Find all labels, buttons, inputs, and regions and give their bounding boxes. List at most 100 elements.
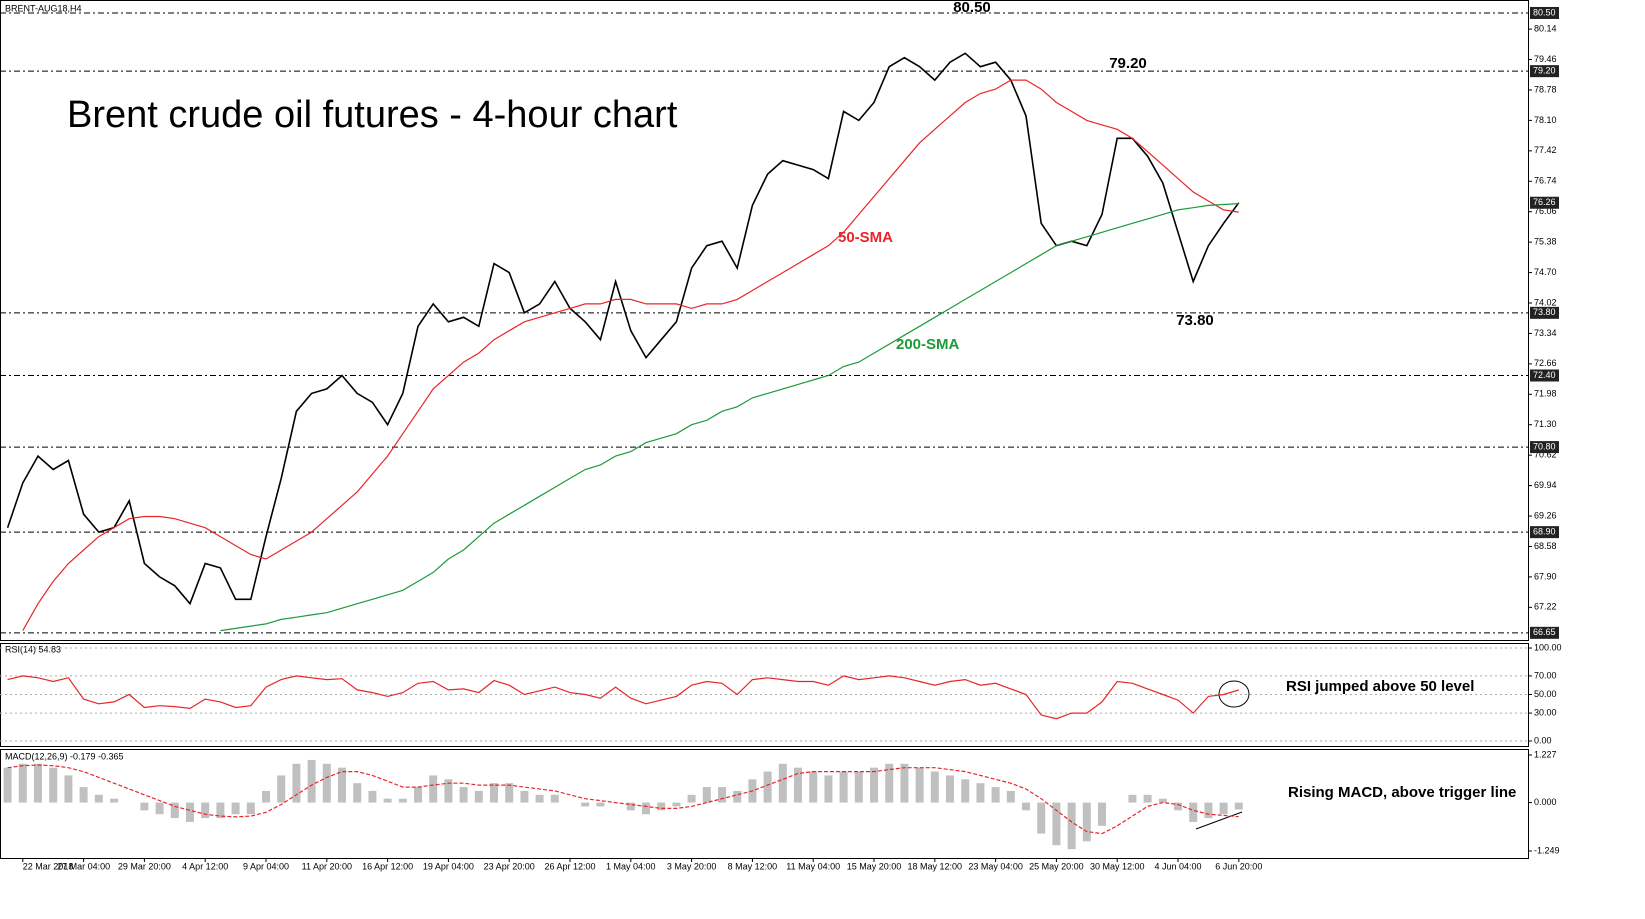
macd-bar (672, 802, 681, 807)
macd-bar (520, 790, 529, 803)
macd-bar (733, 790, 742, 803)
macd-bar (398, 798, 407, 803)
y-tick-label: 72.66 (1534, 358, 1557, 368)
macd-bar (1174, 802, 1183, 811)
macd-bar (110, 798, 119, 803)
macd-bar (368, 790, 377, 803)
macd-note: Rising MACD, above trigger line (1288, 784, 1516, 801)
y-tick-label: 76.06 (1534, 206, 1557, 216)
macd-trendline (1195, 811, 1243, 830)
macd-bar (1098, 802, 1107, 826)
macd-bar (1234, 802, 1243, 810)
y-tick-label: 69.94 (1534, 480, 1557, 490)
macd-bar (49, 767, 58, 803)
y-tick-label: 78.78 (1534, 84, 1557, 94)
macd-bar (900, 763, 909, 803)
macd-bar (870, 767, 879, 803)
macd-bar (201, 802, 210, 819)
macd-bar (778, 763, 787, 803)
macd-bar (414, 787, 423, 803)
macd-bar (1128, 794, 1137, 803)
macd-bar (64, 775, 73, 803)
rsi-title: RSI(14) 54.83 (5, 644, 61, 654)
y-tick-label: 0.00 (1534, 735, 1552, 745)
macd-bar (657, 802, 666, 811)
macd-bar (1158, 798, 1167, 803)
macd-bar (79, 787, 88, 803)
level-label: 73.80 (1533, 307, 1556, 317)
level-box (1530, 6, 1559, 19)
macd-bar (140, 802, 149, 811)
macd-title: MACD(12,26,9) -0.179 -0.365 (5, 751, 124, 761)
x-tick-label: 11 May 04:00 (786, 861, 840, 871)
y-tick-label: 78.10 (1534, 115, 1557, 125)
series-line (7, 675, 1239, 720)
macd-bar (1189, 802, 1198, 822)
price-box (1530, 196, 1559, 209)
macd-bar (991, 787, 1000, 803)
y-tick-label: 79.46 (1534, 54, 1557, 64)
level-box (1530, 526, 1559, 539)
x-tick-label: 29 Mar 20:00 (118, 861, 171, 871)
macd-bar (277, 775, 286, 803)
macd-bar (839, 771, 848, 803)
macd-panel (0, 749, 1529, 859)
y-tick-label: 67.22 (1534, 602, 1557, 612)
macd-bar (338, 767, 347, 803)
y-tick-label: 71.98 (1534, 389, 1557, 399)
x-tick-label: 23 May 04:00 (968, 861, 1023, 871)
level-label: 68.90 (1533, 527, 1556, 537)
macd-bar (535, 794, 544, 803)
symbol-label: BRENT-AUG18,H4 (5, 3, 82, 13)
macd-bar (353, 783, 362, 803)
level-box (1530, 441, 1559, 454)
series-label: 200-SMA (896, 336, 960, 353)
macd-bar (1006, 790, 1015, 803)
x-tick-label: 9 Apr 04:00 (243, 861, 289, 871)
macd-bar (626, 802, 635, 811)
macd-bar (763, 771, 772, 803)
y-tick-label: 100.00 (1534, 642, 1562, 652)
macd-bar (490, 783, 499, 803)
macd-bar (3, 767, 12, 803)
macd-bar (1143, 794, 1152, 803)
macd-bar (186, 802, 195, 822)
macd-bar (718, 787, 727, 803)
macd-bar (550, 794, 559, 803)
y-tick-label: -1.249 (1534, 845, 1560, 855)
series-line (6, 52, 1240, 606)
peak-label: 80.50 (953, 0, 991, 16)
macd-bar (915, 767, 924, 803)
macd-bar (961, 779, 970, 803)
rsi-note: RSI jumped above 50 level (1286, 678, 1474, 695)
series-line (220, 203, 1239, 632)
macd-bar (946, 775, 955, 803)
macd-bar (292, 763, 301, 803)
macd-bar (581, 802, 590, 807)
y-tick-label: 0.000 (1534, 797, 1557, 807)
x-tick-label: 1 May 04:00 (606, 861, 656, 871)
level-box (1530, 65, 1559, 78)
macd-bar (1067, 802, 1076, 850)
y-tick-label: 50.00 (1534, 689, 1557, 699)
macd-bar (1037, 802, 1046, 834)
macd-bar (1052, 802, 1061, 846)
level-label: 70.80 (1533, 441, 1556, 451)
macd-bar (794, 767, 803, 803)
macd-bar (1204, 802, 1213, 819)
y-tick-label: 68.58 (1534, 541, 1557, 551)
macd-bar (262, 790, 271, 803)
macd-bar (383, 798, 392, 803)
macd-bar (596, 802, 605, 807)
x-tick-label: 26 Apr 12:00 (544, 861, 595, 871)
x-tick-label: 8 May 12:00 (728, 861, 778, 871)
y-tick-label: 76.74 (1534, 176, 1557, 186)
y-tick-label: 69.26 (1534, 510, 1557, 520)
last-price-label: 76.26 (1533, 197, 1556, 207)
signal-line (7, 764, 1239, 835)
x-tick-label: 15 May 20:00 (847, 861, 902, 871)
x-tick-label: 25 May 20:00 (1029, 861, 1084, 871)
x-tick-label: 30 May 12:00 (1090, 861, 1145, 871)
